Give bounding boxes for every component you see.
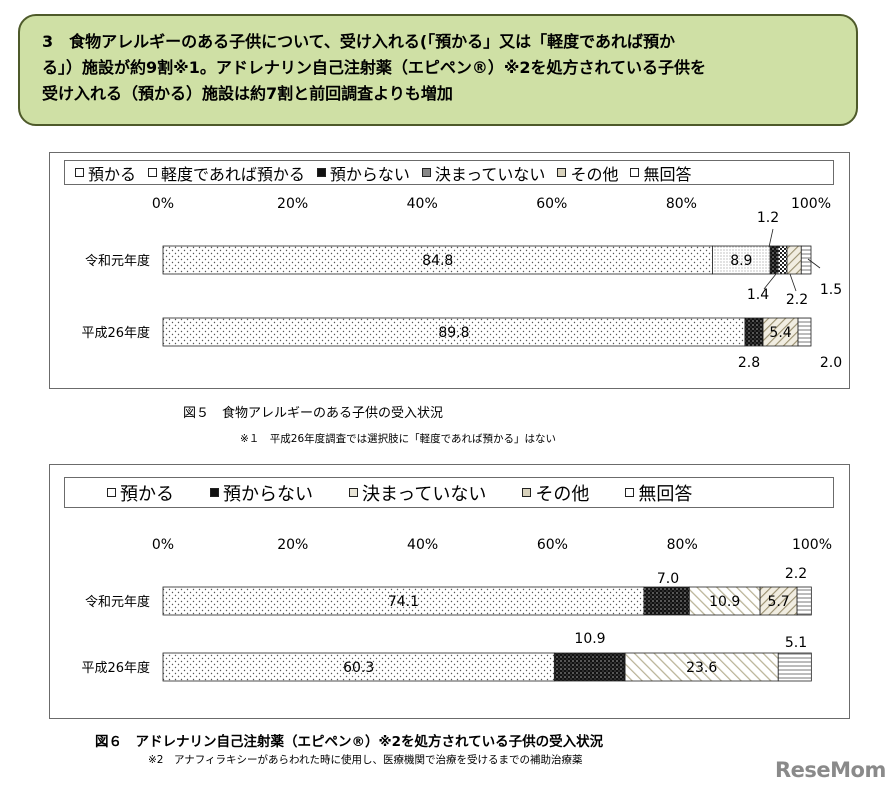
legend-item: 軽度であれば預かる bbox=[148, 161, 305, 185]
legend-label: その他 bbox=[535, 483, 590, 505]
x-tick-label: 0% bbox=[152, 196, 174, 212]
x-tick-label: 80% bbox=[667, 537, 698, 553]
legend-swatch bbox=[625, 488, 635, 497]
data-label: 2.2 bbox=[785, 566, 807, 582]
legend-label: 預からない bbox=[329, 164, 410, 184]
legend-item: 預かる bbox=[75, 161, 136, 185]
resemom-watermark: ReseMom bbox=[775, 758, 885, 782]
legend-swatch bbox=[522, 488, 532, 497]
x-tick-label: 80% bbox=[666, 196, 697, 212]
category-label: 令和元年度 bbox=[85, 253, 150, 269]
legend-label: 決まっていない bbox=[434, 164, 546, 184]
legend-item: その他 bbox=[522, 480, 589, 506]
data-label: 10.9 bbox=[709, 594, 740, 610]
legend-item: 決まっていない bbox=[349, 480, 486, 506]
x-tick-label: 20% bbox=[277, 196, 308, 212]
legend-item: 無回答 bbox=[625, 480, 692, 506]
x-tick-label: 100% bbox=[791, 196, 831, 212]
bar-segment bbox=[759, 586, 798, 616]
legend-swatch bbox=[421, 168, 431, 177]
legend-swatch bbox=[148, 168, 158, 177]
data-label: 1.2 bbox=[757, 210, 779, 226]
legend-swatch bbox=[210, 488, 219, 497]
bar-segment bbox=[777, 652, 812, 682]
legend-item: その他 bbox=[557, 161, 618, 185]
chart-legend-fig6: 預かる 預からない 決まっていない その他 無回答 bbox=[64, 477, 834, 508]
legend-label: その他 bbox=[570, 164, 619, 184]
leader-line bbox=[763, 273, 777, 290]
bar-segment bbox=[796, 586, 812, 616]
headline-banner: 3 食物アレルギーのある子供について、受け入れる(「預かる」又は「軽度であれば預… bbox=[18, 14, 858, 126]
legend-swatch bbox=[75, 168, 84, 177]
x-tick-label: 60% bbox=[536, 196, 567, 212]
data-label: 10.9 bbox=[574, 631, 605, 647]
data-label: 84.8 bbox=[422, 253, 453, 269]
legend-item: 預かる bbox=[107, 480, 174, 506]
legend-label: 決まっていない bbox=[362, 483, 487, 505]
data-label: 8.9 bbox=[730, 253, 752, 269]
legend-label: 預かる bbox=[120, 483, 174, 505]
bar-segment bbox=[797, 317, 812, 347]
legend-label: 預からない bbox=[223, 483, 313, 505]
legend-swatch bbox=[349, 488, 358, 497]
data-label: 23.6 bbox=[686, 660, 717, 676]
data-label: 60.3 bbox=[343, 660, 374, 676]
legend-label: 預かる bbox=[88, 164, 137, 184]
fig6-note: ※2 アナフィラキシーがあらわれた時に使用し、医療機関で治療を受けるまでの補助治… bbox=[148, 754, 583, 766]
fig5-note: ※１ 平成26年度調査では選択肢に「軽度であれば預かる」はない bbox=[240, 433, 557, 445]
x-tick-label: 60% bbox=[537, 537, 568, 553]
bar-segment bbox=[162, 586, 645, 616]
legend-item: 預からない bbox=[210, 480, 313, 506]
data-label: 2.0 bbox=[820, 355, 842, 371]
legend-swatch bbox=[630, 168, 640, 177]
bar-segment bbox=[162, 317, 746, 347]
category-label: 令和元年度 bbox=[85, 594, 150, 610]
legend-swatch bbox=[316, 168, 326, 177]
data-label: 2.2 bbox=[786, 292, 808, 308]
bar-segment bbox=[162, 245, 713, 275]
data-label: 2.8 bbox=[738, 355, 760, 371]
legend-swatch bbox=[557, 168, 567, 177]
category-label: 平成26年度 bbox=[81, 325, 150, 341]
legend-item: 決まっていない bbox=[421, 161, 546, 185]
category-label: 平成26年度 bbox=[81, 660, 150, 676]
leader-line bbox=[789, 273, 797, 292]
bar-segment bbox=[688, 586, 761, 616]
bar-segment bbox=[553, 652, 626, 682]
data-label: 7.0 bbox=[657, 571, 679, 587]
legend-item: 預からない bbox=[316, 161, 410, 185]
x-tick-label: 0% bbox=[152, 537, 174, 553]
x-tick-label: 100% bbox=[792, 537, 832, 553]
chart-legend-fig5: 預かる 軽度であれば預かる 預からない 決まっていない その他 無回答 bbox=[64, 160, 834, 185]
bar-segment bbox=[712, 245, 771, 275]
fig5-caption: 図５ 食物アレルギーのある子供の受入状況 bbox=[183, 406, 444, 421]
bar-segment bbox=[643, 586, 690, 616]
data-label: 1.5 bbox=[820, 282, 842, 298]
data-label: 74.1 bbox=[388, 594, 419, 610]
headline-line-3: 受け入れる（預かる）施設は約7割と前回調査よりも増加 bbox=[42, 84, 453, 103]
fig6-caption: 図６ アドレナリン自己注射薬（エピペン®）※2を処方されている子供の受入状況 bbox=[95, 734, 604, 750]
leader-line bbox=[807, 258, 821, 269]
data-label: 5.4 bbox=[769, 325, 791, 341]
headline-line-1: 3 食物アレルギーのある子供について、受け入れる(「預かる」又は「軽度であれば預… bbox=[42, 32, 676, 51]
x-tick-label: 40% bbox=[407, 196, 438, 212]
data-label: 5.7 bbox=[767, 594, 789, 610]
legend-label: 軽度であれば預かる bbox=[161, 164, 305, 184]
legend-swatch bbox=[107, 488, 116, 497]
bar-segment bbox=[624, 652, 779, 682]
bar-segment bbox=[800, 245, 812, 275]
data-label: 89.8 bbox=[438, 325, 469, 341]
legend-label: 無回答 bbox=[638, 483, 693, 505]
data-label: 5.1 bbox=[785, 635, 807, 651]
leader-line bbox=[768, 228, 774, 248]
legend-item: 無回答 bbox=[630, 161, 691, 185]
headline-line-2: る」）施設が約9割※1。アドレナリン自己注射薬（エピペン®）※2を処方されている… bbox=[42, 58, 707, 77]
x-tick-label: 20% bbox=[277, 537, 308, 553]
legend-label: 無回答 bbox=[643, 164, 692, 184]
x-tick-label: 40% bbox=[407, 537, 438, 553]
data-label: 1.4 bbox=[747, 287, 769, 303]
